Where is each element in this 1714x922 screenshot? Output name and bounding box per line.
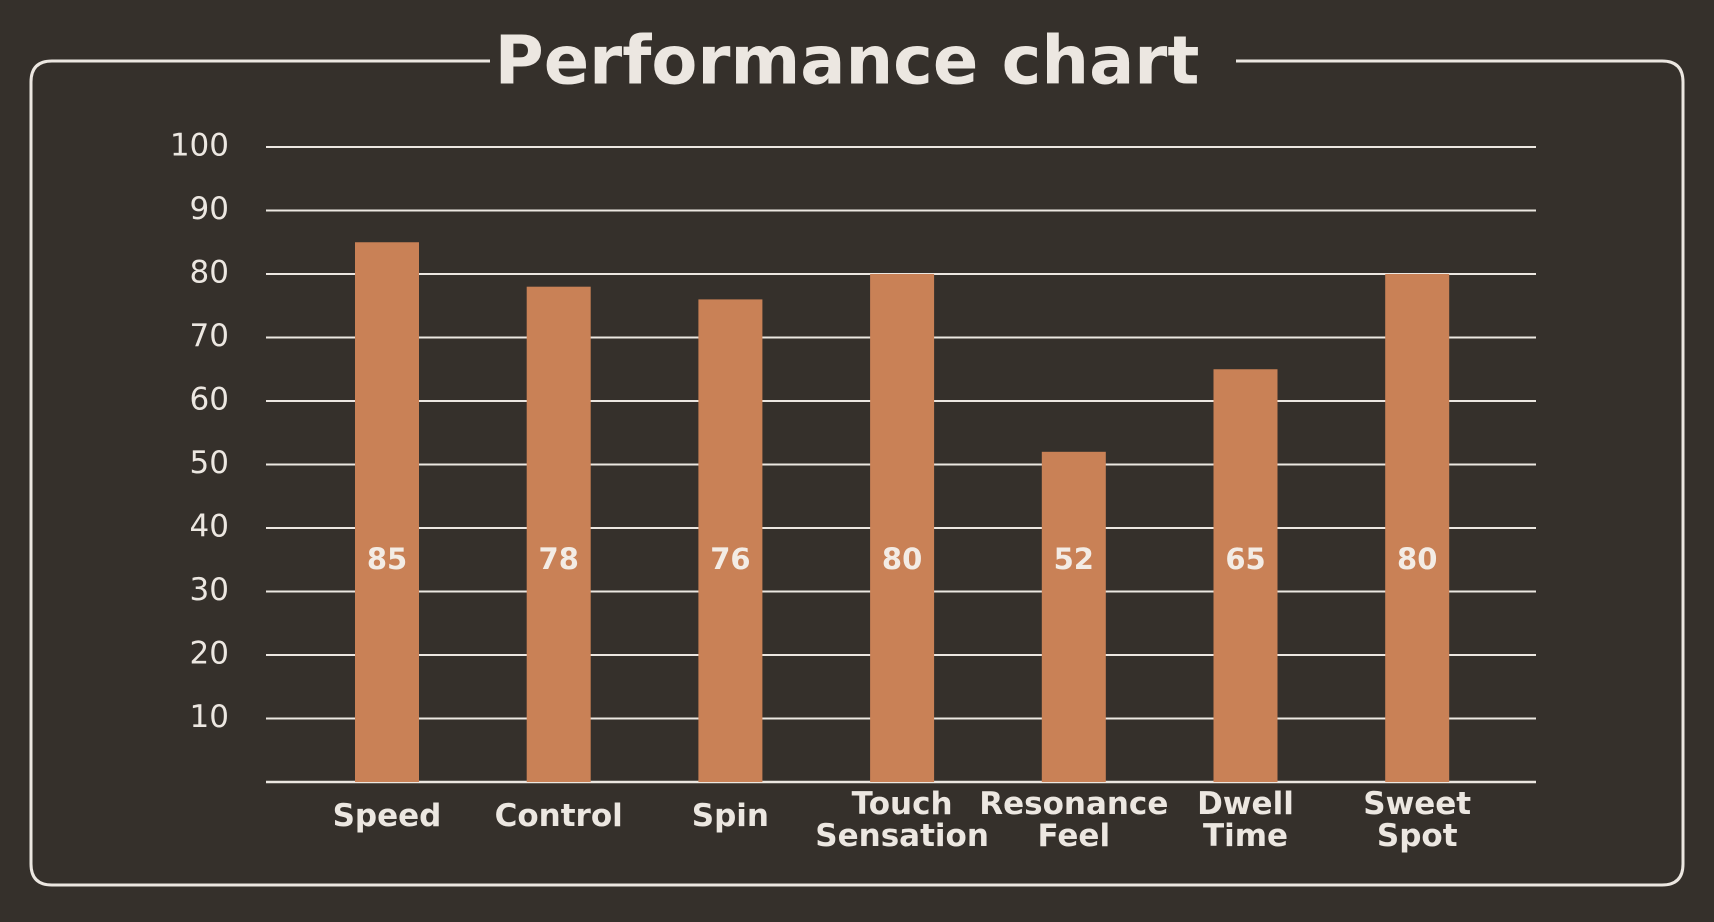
y-tick-label: 90	[190, 191, 229, 227]
y-axis-tick-labels: 10 20 30 40 50 60 70 80 90 100	[170, 128, 229, 736]
x-category-label: Dwell Time	[1197, 786, 1294, 854]
y-tick-label: 70	[190, 318, 229, 354]
bar	[1385, 274, 1450, 782]
bar	[1213, 369, 1278, 782]
bar	[355, 242, 419, 782]
y-tick-label: 30	[190, 572, 229, 608]
chart-title: Performance chart	[495, 22, 1200, 100]
y-tick-label: 20	[190, 636, 229, 672]
bar	[698, 299, 763, 782]
bar-value-label: 76	[710, 542, 750, 576]
bars	[355, 242, 1450, 782]
x-category-label: Resonance Feel	[979, 786, 1168, 854]
x-category-label: Spin	[692, 798, 769, 834]
x-category-label: Speed	[333, 798, 442, 834]
y-tick-label: 60	[190, 382, 229, 418]
bar-value-label: 80	[1397, 542, 1437, 576]
bar-value-label: 85	[367, 542, 407, 576]
y-tick-label: 10	[190, 699, 229, 735]
y-tick-label: 80	[190, 255, 229, 291]
bar	[526, 286, 591, 782]
x-category-label: Sweet Spot	[1363, 786, 1471, 854]
bar	[1041, 451, 1106, 782]
bar	[870, 274, 935, 782]
x-category-label: Control	[495, 798, 623, 834]
bar-value-label: 80	[882, 542, 922, 576]
chart-frame	[29, 59, 1685, 887]
bar-value-label: 65	[1225, 542, 1265, 576]
bar-value-label: 52	[1054, 542, 1094, 576]
x-category-label: Touch Sensation	[815, 786, 989, 854]
y-tick-label: 50	[190, 445, 229, 481]
bar-value-label: 78	[539, 542, 579, 576]
y-tick-label: 100	[170, 128, 229, 164]
y-tick-label: 40	[190, 509, 229, 545]
bar-value-labels: 85 78 76 80 52 65 80	[367, 542, 1438, 576]
